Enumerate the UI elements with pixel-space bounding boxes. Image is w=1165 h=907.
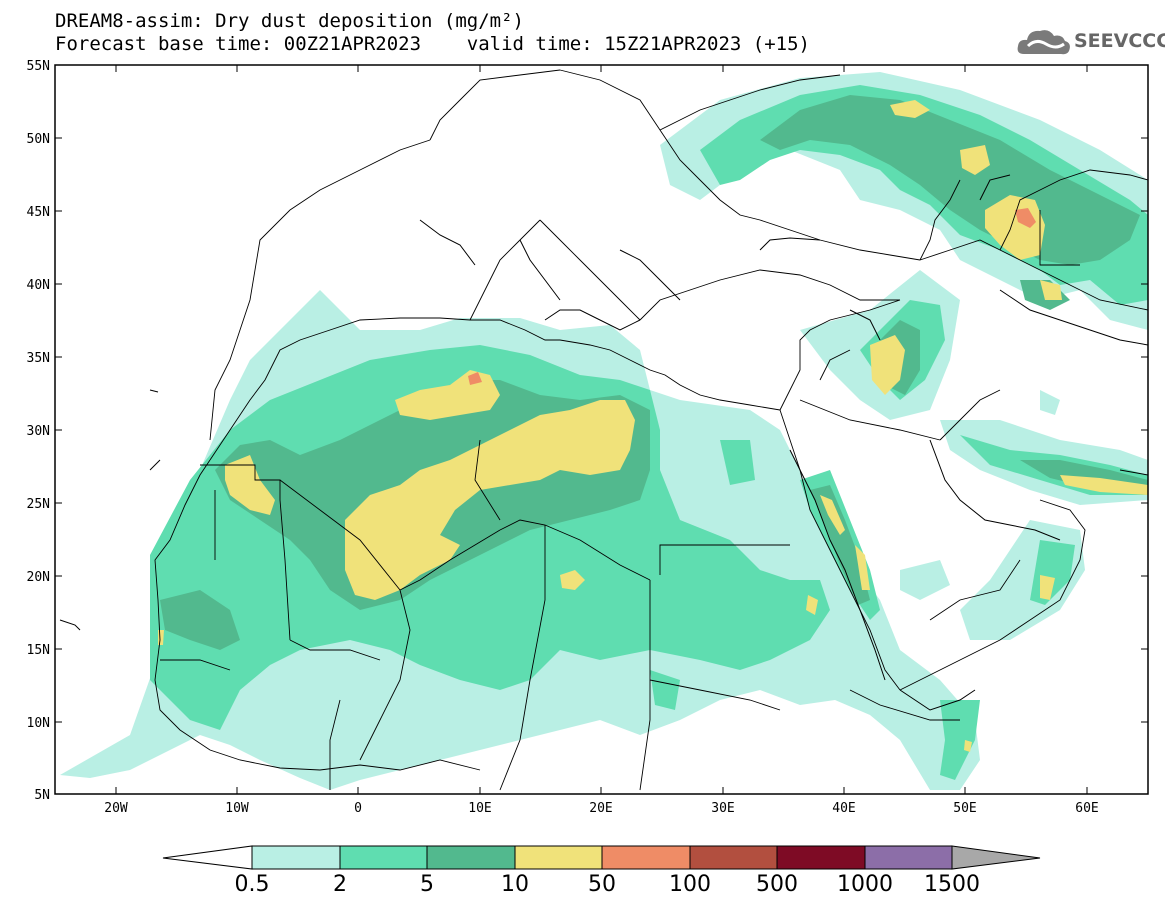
colorbar-swatch-2 [426,845,516,870]
lon-label-60e: 60E [1075,801,1098,816]
logo-text: SEEVCCC [1074,30,1165,52]
colorbar-label-10: 10 [501,872,529,897]
seevccc-logo: SEEVCCC [1016,24,1165,58]
coastlines [59,174,1148,711]
lat-label-40n: 40N [27,278,50,293]
lat-label-50n: 50N [27,132,50,147]
colorbar-label-5: 5 [420,872,434,897]
lon-ticks [115,65,1088,794]
lat-label-20n: 20N [27,570,50,585]
dust-shading [60,72,1148,790]
title-line-1: DREAM8-assim: Dry dust deposition (mg/m²… [55,10,524,32]
colorbar-swatch-3 [514,845,603,870]
colorbar-label-1500: 1500 [924,872,980,897]
title-line-2: Forecast base time: 00Z21APR2023 valid t… [55,33,810,55]
lat-label-45n: 45N [27,205,50,220]
colorbar-label-1000: 1000 [837,872,893,897]
lat-label-15n: 15N [27,643,50,658]
colorbar-swatch-6 [776,845,866,870]
lon-label-10e: 10E [468,801,491,816]
lon-label-50e: 50E [953,801,976,816]
lat-label-30n: 30N [27,424,50,439]
cloud-icon [1017,30,1070,55]
colorbar-label-50: 50 [588,872,616,897]
lon-label-20w: 20W [104,801,128,816]
lon-label-20e: 20E [589,801,612,816]
colorbar-high-end [951,845,1041,870]
colorbar-swatch-4 [601,845,691,870]
lat-label-35n: 35N [27,351,50,366]
lon-label-30e: 30E [711,801,734,816]
country-borders [154,69,1148,791]
lat-label-5n: 5N [34,788,50,803]
colorbar-label-2: 2 [333,872,347,897]
lon-label-10w: 10W [225,801,249,816]
lat-label-25n: 25N [27,497,50,512]
lat-ticks [55,64,1148,723]
colorbar-swatch-1 [339,845,428,870]
colorbar-swatch-7 [864,845,953,870]
colorbar [162,845,1041,870]
lon-label-0: 0 [354,801,362,816]
lon-label-40e: 40E [832,801,855,816]
colorbar-low-end [162,845,253,870]
lat-label-55n: 55N [27,59,50,74]
colorbar-label-0-5: 0.5 [234,872,270,897]
colorbar-swatch-0 [251,845,341,870]
colorbar-swatch-5 [689,845,778,870]
colorbar-label-500: 500 [756,872,798,897]
colorbar-label-100: 100 [669,872,711,897]
lat-label-10n: 10N [27,716,50,731]
